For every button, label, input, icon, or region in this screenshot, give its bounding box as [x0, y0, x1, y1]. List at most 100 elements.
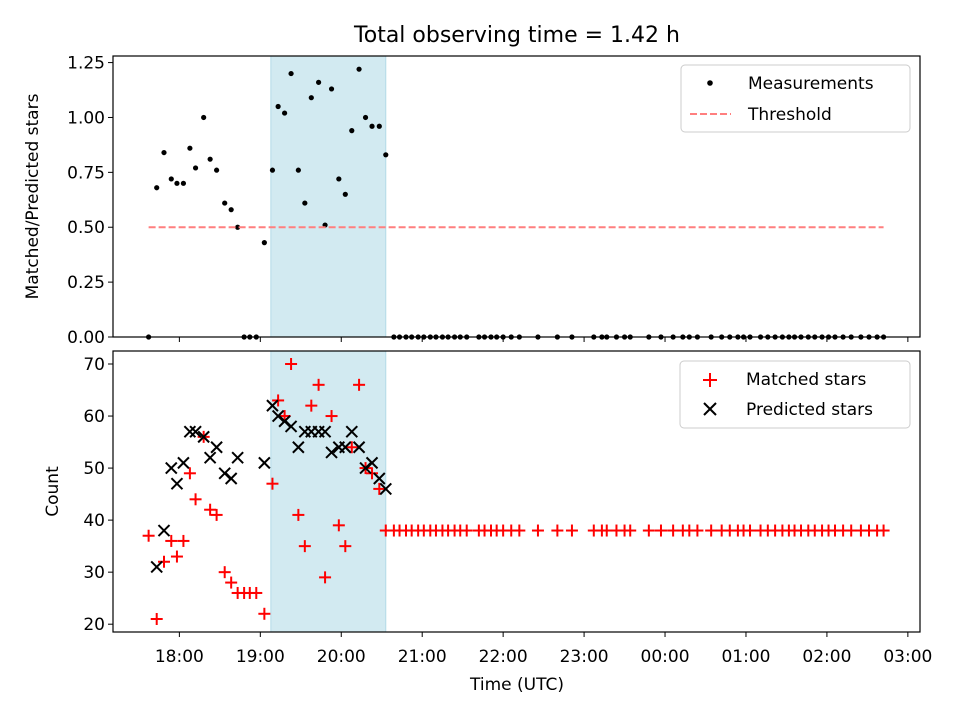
predicted-star-point: [224, 472, 238, 485]
matched-star-point: [150, 612, 163, 625]
matched-star-point: [705, 524, 718, 537]
measurement-point: [154, 185, 160, 191]
matched-star-point: [531, 524, 544, 537]
measurement-point: [356, 66, 362, 72]
y-tick-label: 70: [83, 355, 105, 375]
measurement-point: [349, 128, 355, 134]
y-tick-label: 0.25: [67, 273, 105, 293]
measurement-point: [228, 207, 234, 213]
predicted-star-point: [373, 472, 386, 485]
y-tick-label: 0.75: [67, 163, 105, 183]
matched-star-point: [292, 508, 305, 521]
predicted-star-point: [379, 482, 392, 496]
measurement-point: [295, 167, 301, 173]
x-tick-label: 21:00: [398, 647, 447, 667]
y-tick-label: 60: [83, 407, 105, 427]
matched-star-point: [204, 503, 217, 516]
matched-star-point: [266, 477, 279, 490]
bottom-shaded-interval: [270, 350, 387, 633]
measurement-point: [261, 240, 267, 246]
measurement-point: [235, 224, 241, 230]
x-axis-label: Time (UTC): [469, 675, 564, 695]
matched-star-point: [744, 524, 757, 537]
top-panel: 0.00 0.25 0.50 0.75 1.00 1.25 Matched/Predict…: [23, 54, 921, 348]
matched-star-point: [624, 524, 637, 537]
measurement-point: [168, 176, 174, 182]
measurement-point: [281, 110, 288, 116]
top-y-ticks: 0.00 0.25 0.50 0.75 1.00 1.25: [67, 54, 113, 348]
predicted-star-point: [365, 456, 379, 470]
predicted-star-point: [189, 425, 202, 438]
matched-star-point: [353, 378, 366, 391]
measurement-point: [342, 191, 348, 197]
matched-star-point: [177, 534, 190, 547]
top-legend-box: [680, 64, 911, 133]
matched-star-point: [325, 410, 338, 423]
y-tick-label: 20: [83, 615, 105, 635]
measurement-point: [362, 114, 369, 121]
measurement-point: [302, 200, 308, 206]
legend-matched-label: Matched stars: [746, 370, 866, 390]
bottom-axes-frame: [112, 350, 921, 633]
measurement-point: [328, 86, 335, 92]
predicted-star-point: [325, 446, 338, 459]
x-tick-label: 01:00: [721, 647, 770, 667]
chart-title: Total observing time = 1.42 h: [353, 23, 680, 48]
x-tick-label: 19:00: [236, 647, 285, 667]
bottom-y-axis-label: Count: [43, 466, 63, 517]
matched-star-point: [170, 550, 183, 563]
measurement-point: [174, 180, 180, 186]
measurement-point: [369, 123, 375, 129]
x-tick-label: 23:00: [560, 647, 609, 667]
matched-star-point: [218, 566, 231, 579]
predicted-star-point: [266, 399, 279, 412]
matched-star-point: [642, 524, 655, 537]
legend-predicted-label: Predicted stars: [746, 400, 873, 420]
measurement-point: [187, 145, 193, 151]
predicted-star-point: [177, 456, 190, 470]
predicted-star-point: [318, 425, 332, 438]
matched-star-point: [305, 399, 318, 412]
measurement-point: [222, 200, 228, 206]
predicted-star-point: [157, 524, 171, 537]
matched-star-point: [183, 467, 196, 480]
measurement-point: [275, 103, 281, 110]
matched-star-point: [345, 441, 358, 454]
measurement-point: [383, 152, 389, 158]
predicted-star-point: [170, 477, 184, 490]
matched-star-point: [877, 524, 890, 537]
x-tick-label: 02:00: [802, 647, 851, 667]
y-tick-label: 40: [83, 511, 105, 531]
predicted-star-point: [352, 441, 366, 454]
top-axes-frame: [112, 55, 921, 338]
matched-star-point: [258, 607, 271, 620]
predicted-star-point: [150, 560, 163, 574]
matched-star-point: [285, 358, 298, 371]
matched-star-point: [551, 524, 564, 537]
matched-star-point: [366, 467, 379, 480]
predicted-star-point: [165, 461, 178, 475]
measurement-point: [308, 95, 314, 101]
matched-star-point: [157, 555, 170, 568]
y-tick-label: 30: [83, 563, 105, 583]
matched-star-point: [460, 524, 473, 537]
legend-threshold-label: Threshold: [747, 105, 832, 125]
x-tick-label: 22:00: [479, 647, 528, 667]
matched-star-point: [250, 586, 263, 599]
matched-star-point: [691, 524, 704, 537]
legend-measurements-label: Measurements: [748, 74, 874, 94]
measurement-point: [180, 180, 187, 186]
matched-star-point: [339, 540, 352, 553]
x-tick-label: 18:00: [155, 647, 204, 667]
predicted-star-point: [284, 420, 298, 433]
matched-star-point: [654, 524, 667, 537]
matched-star-point: [189, 493, 202, 506]
measurement-point: [376, 123, 382, 129]
predicted-star-point: [203, 451, 217, 464]
matched-star-point: [165, 534, 178, 547]
predicted-star-point: [231, 451, 244, 464]
measurement-point: [214, 167, 220, 173]
top-y-axis-label: Matched/Predicted stars: [23, 93, 43, 299]
matched-star-point: [319, 571, 332, 584]
